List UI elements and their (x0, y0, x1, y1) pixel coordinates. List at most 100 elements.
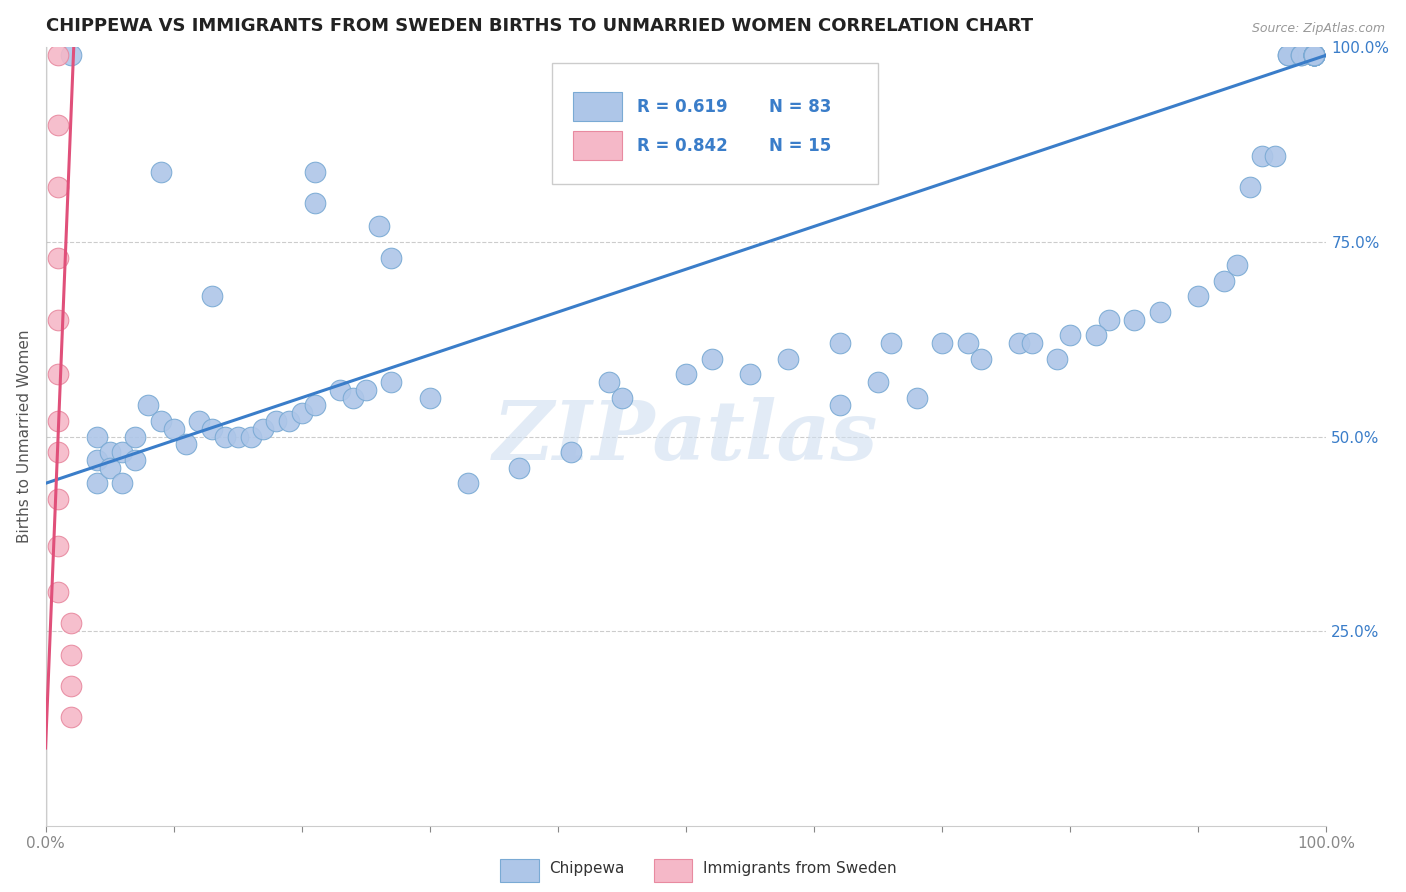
Point (48, 445, 70, 459)
Point (560, 445, 582, 459)
Point (239, 429, 262, 443)
Point (1302, 48, 1324, 62)
Point (1021, 336, 1043, 351)
FancyBboxPatch shape (551, 63, 879, 184)
Point (48, 251, 70, 265)
Point (48, 491, 70, 506)
FancyBboxPatch shape (574, 92, 621, 121)
Point (1098, 313, 1121, 327)
Point (136, 399, 159, 413)
Point (367, 219, 389, 234)
Point (1239, 180, 1261, 194)
Point (1123, 313, 1146, 327)
Text: Source: ZipAtlas.com: Source: ZipAtlas.com (1251, 22, 1385, 36)
Point (1302, 48, 1324, 62)
Point (1213, 274, 1236, 288)
Point (149, 414, 172, 428)
Point (111, 445, 134, 459)
Y-axis label: Births to Unmarried Women: Births to Unmarried Women (17, 330, 32, 543)
Point (1302, 48, 1324, 62)
Text: N = 83: N = 83 (769, 98, 831, 116)
Point (60, 679, 83, 693)
Point (738, 368, 761, 382)
Point (60, 48, 83, 62)
Point (48, 313, 70, 327)
Point (48, 48, 70, 62)
Point (828, 399, 851, 413)
Point (188, 414, 211, 428)
FancyBboxPatch shape (501, 859, 538, 882)
Point (1289, 48, 1312, 62)
FancyBboxPatch shape (574, 130, 621, 161)
Point (48, 539, 70, 553)
Text: Immigrants from Sweden: Immigrants from Sweden (703, 861, 896, 876)
Point (675, 368, 697, 382)
Point (163, 422, 186, 436)
Point (1277, 48, 1299, 62)
Point (48, 180, 70, 194)
Point (1302, 48, 1324, 62)
Point (86, 453, 108, 467)
Text: R = 0.619: R = 0.619 (637, 98, 728, 116)
Point (1289, 48, 1312, 62)
Point (419, 391, 441, 405)
Point (226, 429, 249, 443)
Point (1302, 48, 1324, 62)
Point (149, 165, 172, 179)
Point (86, 476, 108, 491)
Point (1008, 336, 1031, 351)
Point (214, 429, 236, 443)
Point (1277, 48, 1299, 62)
Point (304, 196, 326, 211)
Point (610, 391, 633, 405)
Point (48, 118, 70, 132)
Point (201, 422, 224, 436)
Point (598, 375, 620, 389)
Point (304, 165, 326, 179)
Point (380, 251, 402, 265)
Text: Chippewa: Chippewa (548, 861, 624, 876)
Point (1149, 305, 1171, 319)
Point (1302, 48, 1324, 62)
Point (880, 336, 903, 351)
Point (1187, 289, 1209, 303)
Point (124, 429, 146, 443)
Point (969, 351, 991, 366)
Point (342, 391, 364, 405)
Point (60, 616, 83, 631)
Point (60, 710, 83, 724)
Point (1302, 48, 1324, 62)
FancyBboxPatch shape (654, 859, 692, 882)
Point (700, 351, 723, 366)
Point (956, 336, 979, 351)
Point (457, 476, 479, 491)
Point (48, 414, 70, 428)
Point (1302, 48, 1324, 62)
Point (86, 429, 108, 443)
Point (291, 406, 314, 420)
Point (329, 383, 352, 397)
Point (98, 460, 121, 475)
Point (124, 453, 146, 467)
Point (905, 391, 928, 405)
Point (201, 289, 224, 303)
Point (48, 585, 70, 599)
Text: ZIPatlas: ZIPatlas (494, 397, 879, 476)
Point (1084, 328, 1107, 343)
Point (1264, 149, 1286, 163)
Point (98, 445, 121, 459)
Point (277, 414, 299, 428)
Point (111, 476, 134, 491)
Point (1302, 48, 1324, 62)
Point (828, 336, 851, 351)
Point (1302, 48, 1324, 62)
Point (48, 368, 70, 382)
Text: R = 0.842: R = 0.842 (637, 137, 728, 155)
Point (1046, 351, 1069, 366)
Text: N = 15: N = 15 (769, 137, 831, 155)
Point (508, 460, 530, 475)
Point (931, 336, 953, 351)
Point (1226, 258, 1249, 272)
Point (1251, 149, 1274, 163)
Point (868, 375, 890, 389)
